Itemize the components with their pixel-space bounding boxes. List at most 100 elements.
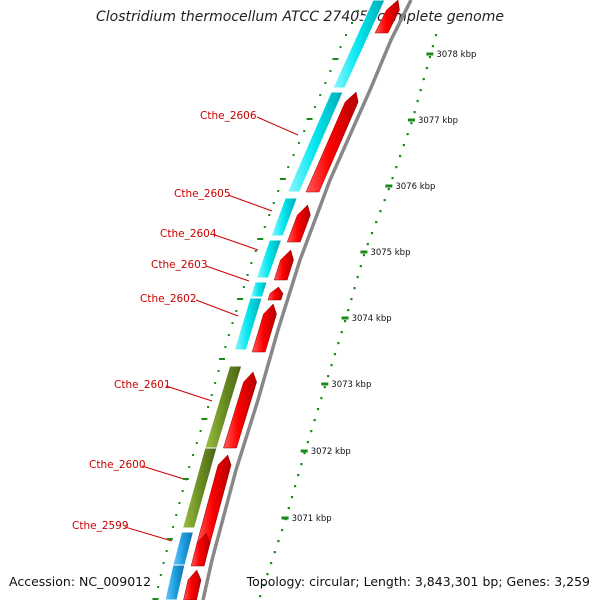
accession-text: Accession: NC_009012 [9, 574, 152, 589]
inner-tick [319, 94, 322, 96]
inner-tick [313, 106, 316, 108]
inner-tick [172, 526, 175, 528]
scale-minor-tick [422, 78, 425, 81]
inner-tick [351, 22, 353, 24]
inner-tick [257, 238, 264, 240]
inner-tick [268, 214, 271, 216]
forward-gene-arrow[interactable] [267, 286, 284, 301]
inner-tick [292, 154, 295, 156]
scale-minor-tick [410, 122, 413, 125]
scale-minor-tick [356, 276, 359, 279]
inner-tick [227, 334, 230, 336]
scale-tick-label: 3073 kbp [331, 380, 371, 390]
inner-tick [332, 58, 339, 60]
inner-tick [217, 370, 220, 372]
cog-gene-block[interactable] [332, 0, 386, 89]
inner-tick [199, 430, 202, 432]
scale-major-tick [321, 382, 329, 386]
gene-label[interactable]: Cthe_2604 [160, 228, 217, 240]
scale-minor-tick [277, 540, 280, 543]
scale-minor-tick [419, 89, 422, 92]
scale-minor-tick [431, 45, 435, 48]
scale-minor-tick [290, 496, 294, 499]
forward-gene-arrow[interactable] [286, 204, 311, 243]
leader-line [165, 385, 213, 402]
inner-tick [329, 70, 332, 72]
leader-line [205, 265, 250, 282]
inner-tick [339, 46, 342, 48]
gene-label[interactable]: Cthe_2601 [114, 379, 171, 391]
scale-minor-tick [347, 309, 350, 312]
inner-tick [272, 202, 275, 204]
gene-label[interactable]: Cthe_2606 [200, 110, 257, 122]
cog-gene-block[interactable] [181, 447, 218, 529]
inner-tick [166, 538, 173, 540]
inner-tick [181, 490, 184, 492]
scale-minor-tick [327, 375, 330, 378]
inner-tick [287, 166, 290, 168]
leader-line [141, 465, 188, 481]
cog-gene-block[interactable] [270, 197, 298, 237]
inner-tick [345, 34, 347, 36]
scale-minor-tick [416, 100, 419, 103]
forward-gene-arrow[interactable] [273, 249, 294, 281]
forward-gene-arrow[interactable] [374, 0, 400, 34]
inner-tick [235, 310, 238, 312]
scale-minor-tick [281, 529, 284, 532]
gene-label[interactable]: Cthe_2600 [89, 459, 146, 471]
gene-label[interactable]: Cthe_2603 [151, 259, 208, 271]
cog-gene-block[interactable] [164, 564, 186, 600]
scale-ring: 3071 kbp 3072 kbp 3073 kbp 3074 kbp 3075 kbp… [259, 34, 476, 598]
scale-minor-tick [428, 56, 431, 59]
inner-tick-ring [152, 10, 359, 600]
scale-minor-tick [344, 320, 347, 323]
gene-label[interactable]: Cthe_2602 [140, 293, 197, 305]
inner-tick [207, 406, 210, 408]
scale-tick-label: 3071 kbp [292, 514, 332, 524]
inner-tick [182, 478, 189, 480]
forward-gene-arrow[interactable] [251, 303, 277, 353]
gene-labels: Cthe_2606 Cthe_2605 Cthe_2604 Cthe_2603 … [72, 110, 257, 532]
cog-gene-block[interactable] [249, 281, 268, 298]
gene-label[interactable]: Cthe_2599 [72, 520, 129, 532]
inner-tick [324, 82, 327, 84]
scale-minor-tick [340, 331, 343, 334]
inner-tick [250, 262, 253, 264]
scale-minor-tick [259, 595, 262, 598]
cog-gene-block[interactable] [233, 297, 263, 351]
scale-major-tick [426, 52, 434, 56]
scale-tick-label: 3074 kbp [352, 314, 392, 324]
inner-tick [157, 586, 160, 588]
scale-tick-label: 3077 kbp [418, 116, 458, 126]
scale-minor-tick [306, 441, 309, 444]
forward-gene-arrow[interactable] [190, 532, 211, 567]
inner-tick [195, 442, 198, 444]
inner-tick [254, 250, 257, 252]
inner-tick [219, 358, 225, 360]
inner-tick [159, 574, 162, 576]
gene-label[interactable]: Cthe_2605 [174, 188, 231, 200]
scale-minor-tick [425, 67, 428, 70]
scale-minor-tick [383, 199, 386, 202]
inner-tick [263, 226, 266, 228]
forward-gene-arrow[interactable] [305, 91, 359, 193]
inner-tick [165, 550, 168, 552]
inner-tick [175, 514, 178, 516]
scale-minor-tick [350, 298, 353, 301]
scale-minor-tick [362, 254, 366, 257]
scale-minor-tick [379, 210, 382, 213]
scale-minor-tick [391, 177, 394, 180]
forward-gene-arrow[interactable] [223, 371, 257, 449]
scale-major-tick [341, 316, 349, 320]
scale-minor-tick [330, 364, 333, 367]
inner-tick [246, 274, 249, 276]
cog-gene-block[interactable] [286, 91, 344, 193]
inner-tick [357, 10, 359, 12]
inner-tick [214, 382, 217, 384]
forward-gene-arrow[interactable] [183, 569, 202, 600]
inner-tick [210, 394, 213, 396]
cog-gene-block[interactable] [255, 239, 283, 279]
scale-tick-label: 3078 kbp [436, 50, 476, 60]
forward-strand-genes [183, 0, 400, 600]
cog-gene-block[interactable] [172, 531, 195, 567]
